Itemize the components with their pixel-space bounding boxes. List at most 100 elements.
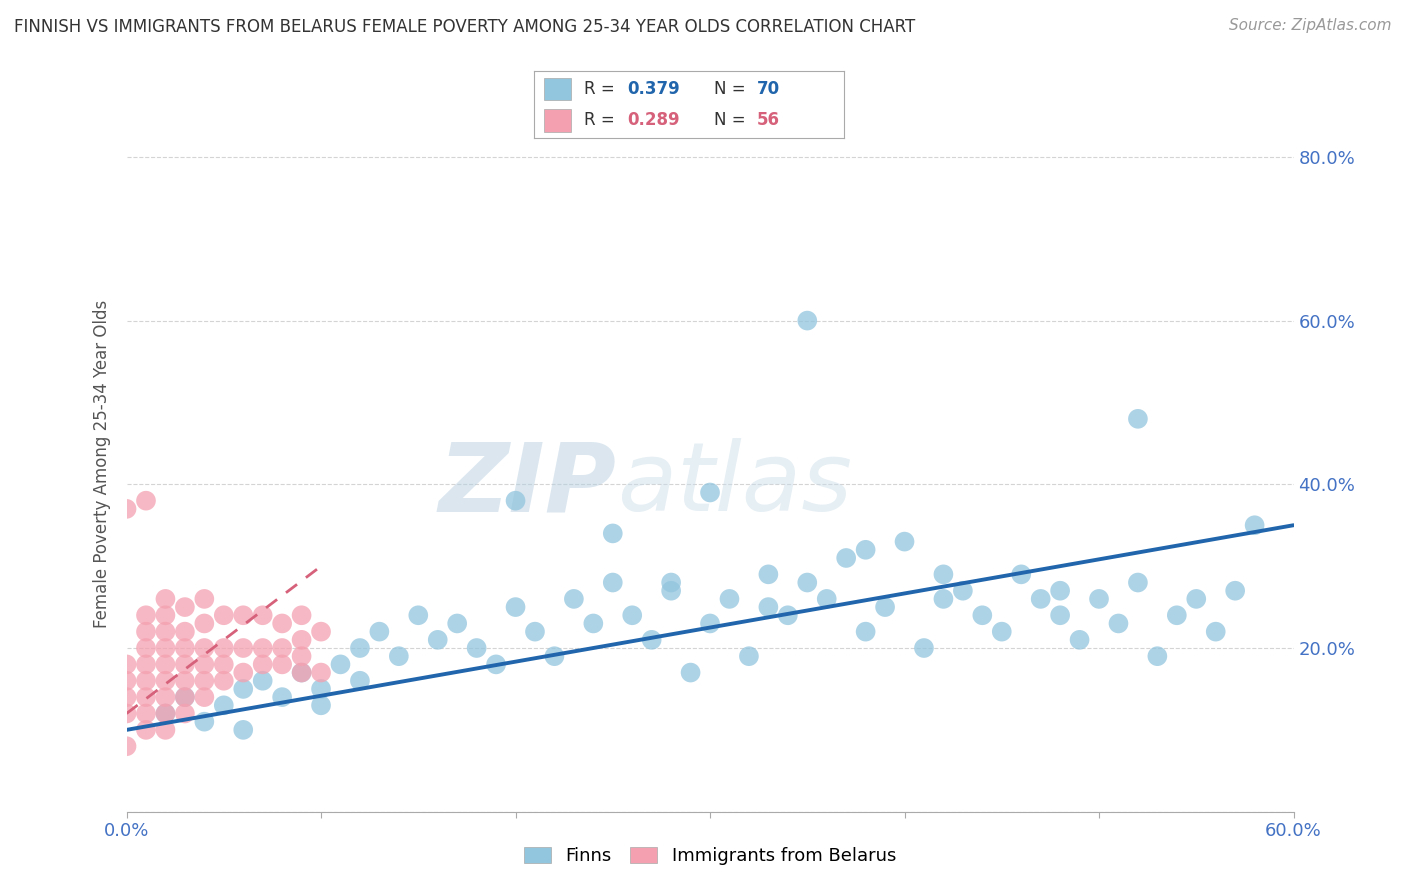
Point [193,714,215,729]
Point [855,624,877,639]
Point [1010,567,1032,582]
Point [252,673,274,688]
Point [679,665,702,680]
Point [349,640,371,655]
Point [115,673,138,688]
Point [155,673,177,688]
Point [368,624,391,639]
Point [738,649,761,664]
Point [290,632,312,647]
Point [212,673,235,688]
Text: Source: ZipAtlas.com: Source: ZipAtlas.com [1229,18,1392,33]
Point [309,624,332,639]
Point [505,600,527,615]
Point [408,608,430,623]
Point [796,313,818,327]
Point [135,706,157,721]
Point [582,616,605,631]
Point [1126,412,1149,426]
Point [659,583,682,598]
Point [329,657,352,672]
Point [174,600,197,615]
Point [543,649,565,664]
Point [174,690,197,705]
Text: R =: R = [583,80,620,98]
Point [174,690,197,705]
Point [718,591,741,606]
Point [1166,608,1188,623]
Point [659,575,682,590]
Point [155,640,177,655]
Point [426,632,449,647]
Point [855,542,877,557]
Legend: Finns, Immigrants from Belarus: Finns, Immigrants from Belarus [517,839,903,872]
Text: N =: N = [714,112,751,129]
Point [309,681,332,696]
Point [932,591,955,606]
Point [1205,624,1227,639]
Point [193,657,215,672]
Point [252,640,274,655]
Point [699,485,721,500]
Point [155,624,177,639]
Point [1088,591,1111,606]
Point [1069,632,1091,647]
Point [388,649,411,664]
Point [135,608,157,623]
Point [135,493,157,508]
FancyBboxPatch shape [544,78,571,100]
Point [155,706,177,721]
Point [135,673,157,688]
Point [115,657,138,672]
Point [932,567,955,582]
Point [232,723,254,737]
Point [796,575,818,590]
Point [155,657,177,672]
Point [115,501,138,516]
Text: ZIP: ZIP [439,438,617,532]
Point [505,493,527,508]
Point [155,591,177,606]
Point [523,624,546,639]
Text: 0.379: 0.379 [627,80,681,98]
Point [155,723,177,737]
Point [835,551,858,566]
Point [212,657,235,672]
Point [972,608,994,623]
Point [290,649,312,664]
Point [641,632,664,647]
Point [174,624,197,639]
Point [815,591,838,606]
Point [232,681,254,696]
Point [290,608,312,623]
Point [602,575,624,590]
Point [349,673,371,688]
Point [912,640,935,655]
Point [465,640,488,655]
Point [193,673,215,688]
Point [271,640,294,655]
Point [155,608,177,623]
Point [174,673,197,688]
Text: 56: 56 [756,112,780,129]
Point [309,665,332,680]
Point [990,624,1012,639]
Point [699,616,721,631]
Text: R =: R = [583,112,620,129]
Point [193,640,215,655]
Text: atlas: atlas [617,438,852,532]
Point [485,657,508,672]
Point [135,723,157,737]
Point [212,608,235,623]
Point [232,665,254,680]
Point [621,608,644,623]
Point [1223,583,1246,598]
Text: 0.289: 0.289 [627,112,679,129]
Point [135,690,157,705]
Text: N =: N = [714,80,751,98]
Y-axis label: Female Poverty Among 25-34 Year Olds: Female Poverty Among 25-34 Year Olds [93,300,111,628]
Point [271,690,294,705]
Point [135,640,157,655]
Point [271,616,294,631]
Point [602,526,624,541]
